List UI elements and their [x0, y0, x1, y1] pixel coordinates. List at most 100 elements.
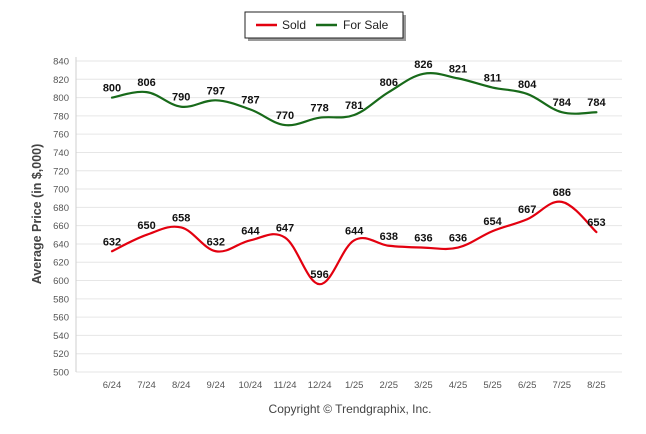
data-point-sold: [318, 283, 321, 286]
data-label-sold: 632: [103, 236, 121, 248]
y-tick-label: 840: [53, 57, 69, 68]
y-tick-label: 760: [53, 130, 69, 141]
data-label-sold: 638: [380, 231, 398, 243]
x-tick-label: 7/24: [137, 380, 156, 391]
data-label-sold: 667: [518, 204, 536, 216]
x-tick-label: 8/25: [587, 380, 606, 391]
data-label-for-sale: 770: [276, 110, 294, 122]
x-tick-label: 12/24: [308, 380, 332, 391]
data-label-for-sale: 811: [484, 73, 502, 85]
y-tick-label: 540: [53, 331, 69, 342]
data-point-sold: [491, 230, 494, 233]
data-point-for-sale: [595, 111, 598, 114]
data-label-sold: 686: [553, 187, 571, 199]
x-tick-label: 11/24: [273, 380, 296, 391]
data-label-for-sale: 778: [310, 103, 328, 115]
series-line-sold: [110, 200, 598, 286]
data-point-for-sale: [111, 96, 114, 99]
data-point-for-sale: [491, 86, 494, 89]
x-tick-label: 5/25: [483, 380, 502, 391]
y-tick-label: 520: [53, 349, 69, 360]
y-tick-label: 780: [53, 111, 69, 122]
x-tick-label: 8/24: [172, 380, 191, 391]
data-labels: 632 650 658 632 644 647 596 644 638 636 636 654 667 6…: [103, 59, 607, 281]
data-label-sold: 650: [137, 220, 155, 232]
x-tick-label: 9/24: [207, 380, 226, 391]
data-label-for-sale: 781: [345, 100, 363, 112]
x-tick-label: 10/24: [239, 380, 263, 391]
data-point-for-sale: [145, 91, 148, 94]
axes: 500 520 540 560 580 600 620 640 660 680 700 720 740 7…: [53, 57, 606, 392]
y-tick-label: 700: [53, 185, 69, 196]
data-point-sold: [422, 246, 425, 249]
copyright-text: Copyright © Trendgraphix, Inc.: [269, 402, 432, 416]
data-label-sold: 636: [414, 233, 432, 245]
x-tick-label: 6/24: [103, 380, 122, 391]
data-point-for-sale: [560, 111, 563, 114]
y-tick-label: 560: [53, 313, 69, 324]
data-point-for-sale: [318, 116, 321, 119]
x-tick-label: 7/25: [553, 380, 572, 391]
data-label-for-sale: 784: [553, 97, 572, 109]
data-label-for-sale: 784: [587, 97, 606, 109]
data-label-sold: 644: [241, 225, 260, 237]
data-label-for-sale: 826: [414, 59, 432, 71]
y-axis-title: Average Price (in $,000): [30, 144, 44, 285]
y-tick-label: 680: [53, 203, 69, 214]
data-point-sold: [214, 250, 217, 253]
data-label-sold: 644: [345, 225, 364, 237]
data-point-sold: [249, 239, 252, 242]
data-label-sold: 647: [276, 223, 294, 235]
y-tick-label: 660: [53, 221, 69, 232]
data-label-sold: 653: [587, 217, 605, 229]
data-point-sold: [387, 244, 390, 247]
x-tick-label: 3/25: [414, 380, 433, 391]
x-tick-label: 2/25: [380, 380, 399, 391]
series-lines: [110, 72, 598, 286]
x-tick-label: 6/25: [518, 380, 537, 391]
data-label-for-sale: 804: [518, 79, 537, 91]
data-label-sold: 632: [207, 236, 225, 248]
data-point-sold: [284, 236, 287, 239]
y-tick-label: 600: [53, 276, 69, 287]
data-label-for-sale: 806: [137, 77, 155, 89]
data-point-for-sale: [457, 77, 460, 80]
data-label-for-sale: 790: [172, 92, 190, 104]
data-point-for-sale: [422, 72, 425, 75]
data-label-sold: 596: [310, 269, 328, 281]
data-label-for-sale: 821: [449, 63, 467, 75]
data-point-sold: [560, 200, 563, 203]
legend: Sold For Sale: [244, 11, 406, 41]
y-tick-label: 640: [53, 239, 69, 250]
legend-label-for-sale: For Sale: [343, 18, 389, 32]
data-label-for-sale: 797: [207, 85, 225, 97]
x-tick-label: 4/25: [449, 380, 468, 391]
data-point-sold: [111, 250, 114, 253]
data-point-for-sale: [249, 108, 252, 111]
data-label-for-sale: 787: [241, 94, 259, 106]
y-tick-label: 820: [53, 75, 69, 86]
y-tick-label: 800: [53, 93, 69, 104]
data-point-for-sale: [214, 99, 217, 102]
data-point-for-sale: [526, 92, 529, 95]
legend-label-sold: Sold: [282, 18, 306, 32]
data-point-for-sale: [284, 124, 287, 127]
data-point-for-sale: [387, 91, 390, 94]
data-point-sold: [595, 231, 598, 234]
y-tick-label: 580: [53, 294, 69, 305]
data-label-for-sale: 800: [103, 83, 121, 95]
y-tick-label: 500: [53, 368, 69, 379]
data-label-for-sale: 806: [380, 77, 398, 89]
data-label-sold: 658: [172, 212, 190, 224]
data-point-sold: [180, 226, 183, 229]
data-point-for-sale: [180, 105, 183, 108]
data-point-for-sale: [353, 113, 356, 116]
y-tick-label: 620: [53, 258, 69, 269]
x-tick-label: 1/25: [345, 380, 364, 391]
data-label-sold: 636: [449, 233, 467, 245]
data-point-sold: [353, 239, 356, 242]
grid-lines: [76, 60, 622, 373]
y-tick-label: 740: [53, 148, 69, 159]
data-point-sold: [145, 233, 148, 236]
